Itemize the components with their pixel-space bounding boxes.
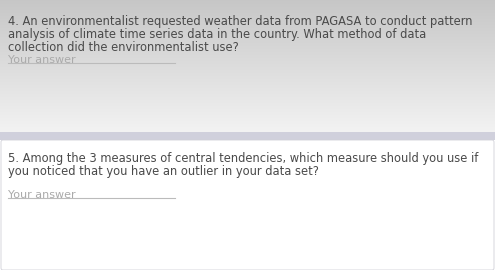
Text: analysis of climate time series data in the country. What method of data: analysis of climate time series data in … (8, 28, 426, 41)
Text: collection did the environmentalist use?: collection did the environmentalist use? (8, 41, 239, 54)
FancyBboxPatch shape (1, 140, 494, 270)
Bar (0, 132, 495, 140)
Text: Your answer: Your answer (8, 55, 76, 65)
Text: Your answer: Your answer (8, 190, 76, 200)
Bar (0, 135, 495, 270)
Text: 4. An environmentalist requested weather data from PAGASA to conduct pattern: 4. An environmentalist requested weather… (8, 15, 473, 28)
Text: you noticed that you have an outlier in your data set?: you noticed that you have an outlier in … (8, 165, 319, 178)
Text: 5. Among the 3 measures of central tendencies, which measure should you use if: 5. Among the 3 measures of central tende… (8, 152, 478, 165)
